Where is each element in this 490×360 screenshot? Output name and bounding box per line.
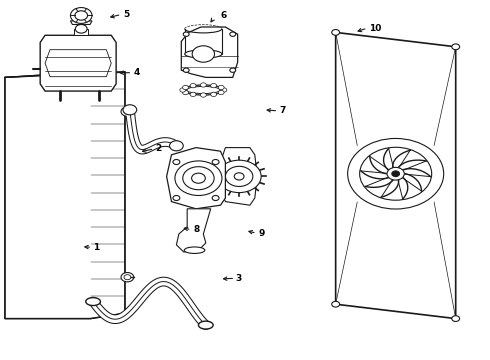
Circle shape	[183, 32, 189, 36]
Circle shape	[175, 161, 222, 195]
Circle shape	[392, 171, 399, 176]
Circle shape	[225, 166, 253, 186]
Polygon shape	[336, 32, 456, 319]
Circle shape	[221, 88, 227, 92]
Circle shape	[190, 84, 196, 88]
Text: 9: 9	[258, 229, 265, 238]
Polygon shape	[181, 27, 238, 77]
Polygon shape	[216, 148, 257, 205]
Circle shape	[170, 141, 183, 151]
Ellipse shape	[187, 86, 220, 94]
Circle shape	[230, 32, 236, 36]
Circle shape	[124, 275, 131, 280]
Circle shape	[192, 173, 205, 183]
Circle shape	[211, 92, 217, 96]
Circle shape	[332, 301, 340, 307]
Text: 2: 2	[155, 144, 162, 153]
Circle shape	[212, 195, 219, 201]
Circle shape	[234, 173, 244, 180]
Polygon shape	[74, 29, 88, 35]
Circle shape	[452, 316, 460, 321]
Ellipse shape	[183, 85, 224, 95]
Circle shape	[230, 68, 236, 72]
Circle shape	[360, 147, 432, 200]
Circle shape	[124, 109, 131, 114]
Circle shape	[183, 68, 189, 72]
Text: 8: 8	[193, 225, 199, 234]
Polygon shape	[176, 209, 211, 252]
Circle shape	[332, 30, 340, 35]
Circle shape	[121, 107, 134, 116]
Ellipse shape	[86, 298, 100, 306]
Circle shape	[218, 90, 224, 95]
Circle shape	[121, 273, 134, 282]
Circle shape	[173, 195, 180, 201]
Circle shape	[183, 90, 189, 95]
Polygon shape	[40, 35, 116, 91]
Polygon shape	[167, 148, 225, 209]
Circle shape	[200, 83, 206, 87]
Text: 1: 1	[93, 243, 99, 252]
Circle shape	[190, 92, 196, 96]
Circle shape	[183, 167, 214, 190]
Circle shape	[183, 85, 189, 90]
Text: 6: 6	[220, 10, 226, 19]
Circle shape	[212, 159, 219, 165]
Circle shape	[192, 46, 215, 62]
Circle shape	[200, 93, 206, 97]
Ellipse shape	[198, 321, 213, 329]
Circle shape	[71, 8, 92, 23]
Text: 3: 3	[236, 274, 242, 283]
Circle shape	[387, 167, 404, 180]
Text: 10: 10	[369, 23, 381, 32]
Circle shape	[348, 139, 444, 209]
Ellipse shape	[184, 247, 205, 253]
Text: 5: 5	[123, 10, 129, 19]
Polygon shape	[5, 72, 125, 319]
Text: 4: 4	[134, 68, 140, 77]
Polygon shape	[45, 50, 111, 77]
Circle shape	[173, 159, 180, 165]
Circle shape	[75, 11, 88, 20]
Circle shape	[123, 105, 137, 115]
Circle shape	[75, 24, 87, 33]
Polygon shape	[71, 21, 92, 24]
Circle shape	[218, 85, 224, 90]
Circle shape	[217, 160, 261, 193]
Circle shape	[180, 88, 186, 92]
Ellipse shape	[185, 50, 222, 58]
Text: 7: 7	[280, 107, 286, 115]
Circle shape	[211, 84, 217, 88]
Circle shape	[452, 44, 460, 50]
